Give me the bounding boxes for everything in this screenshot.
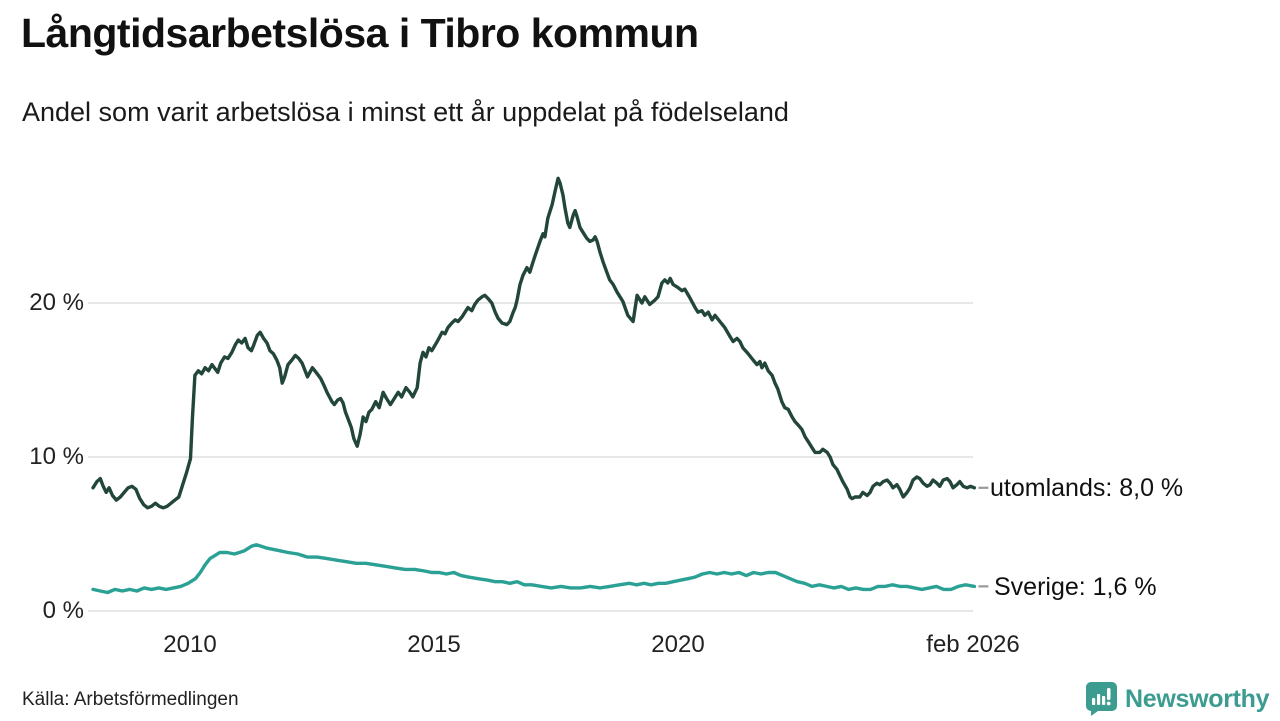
series-line-utomlands — [91, 176, 977, 510]
x-axis-tick-2020: 2020 — [651, 631, 705, 658]
x-axis-tick-2015: 2015 — [407, 631, 461, 658]
page-title: Långtidsarbetslösa i Tibro kommun — [21, 10, 699, 56]
series-end-label-sverige: Sverige: 1,6 % — [994, 573, 1157, 601]
newsworthy-logo[interactable]: Newsworthy — [1086, 682, 1270, 716]
newsworthy-logo-icon — [1086, 682, 1117, 716]
x-axis-tick-2010: 2010 — [163, 631, 217, 658]
y-axis-tick-10: 10 % — [29, 443, 84, 470]
y-axis-tick-0: 0 % — [42, 597, 84, 624]
source-note: Källa: Arbetsförmedlingen — [22, 689, 239, 710]
newsworthy-brand-text: Newsworthy — [1125, 684, 1270, 713]
x-axis-tick-feb-2026: feb 2026 — [926, 631, 1020, 658]
y-axis-tick-20: 20 % — [29, 289, 84, 316]
series-end-label-utomlands: utomlands: 8,0 % — [990, 474, 1184, 502]
page-subtitle: Andel som varit arbetslösa i minst ett å… — [22, 97, 789, 127]
series-line-sverige — [91, 543, 977, 595]
